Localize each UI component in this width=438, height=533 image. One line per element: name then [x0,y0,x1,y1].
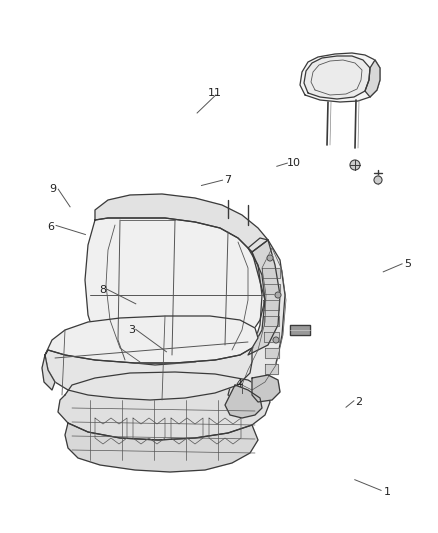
Polygon shape [264,316,279,326]
Polygon shape [264,332,279,342]
Polygon shape [304,56,370,99]
Polygon shape [225,385,262,418]
Text: 10: 10 [286,158,300,167]
Text: 7: 7 [224,175,231,185]
Polygon shape [45,348,252,400]
Polygon shape [263,300,279,310]
Polygon shape [262,268,280,278]
Text: 3: 3 [128,326,135,335]
Polygon shape [262,284,280,294]
Polygon shape [300,53,380,102]
Polygon shape [265,364,278,374]
Polygon shape [365,60,380,97]
Polygon shape [45,316,258,363]
Polygon shape [95,194,268,252]
Circle shape [374,176,382,184]
Circle shape [273,337,279,343]
Polygon shape [252,375,280,402]
Polygon shape [42,355,55,390]
Text: 4: 4 [235,379,242,389]
Polygon shape [85,218,265,365]
Text: 11: 11 [208,88,222,98]
Text: 1: 1 [384,487,391,497]
Polygon shape [248,240,280,355]
Circle shape [350,160,360,170]
Polygon shape [290,325,310,335]
Polygon shape [58,372,270,440]
Text: 6: 6 [47,222,54,231]
Polygon shape [65,423,258,472]
Text: 2: 2 [356,398,363,407]
Text: 5: 5 [404,259,411,269]
Text: 9: 9 [49,184,56,194]
Polygon shape [265,348,279,358]
Circle shape [267,255,273,261]
Text: 8: 8 [99,286,106,295]
Polygon shape [228,238,285,400]
Circle shape [275,292,281,298]
